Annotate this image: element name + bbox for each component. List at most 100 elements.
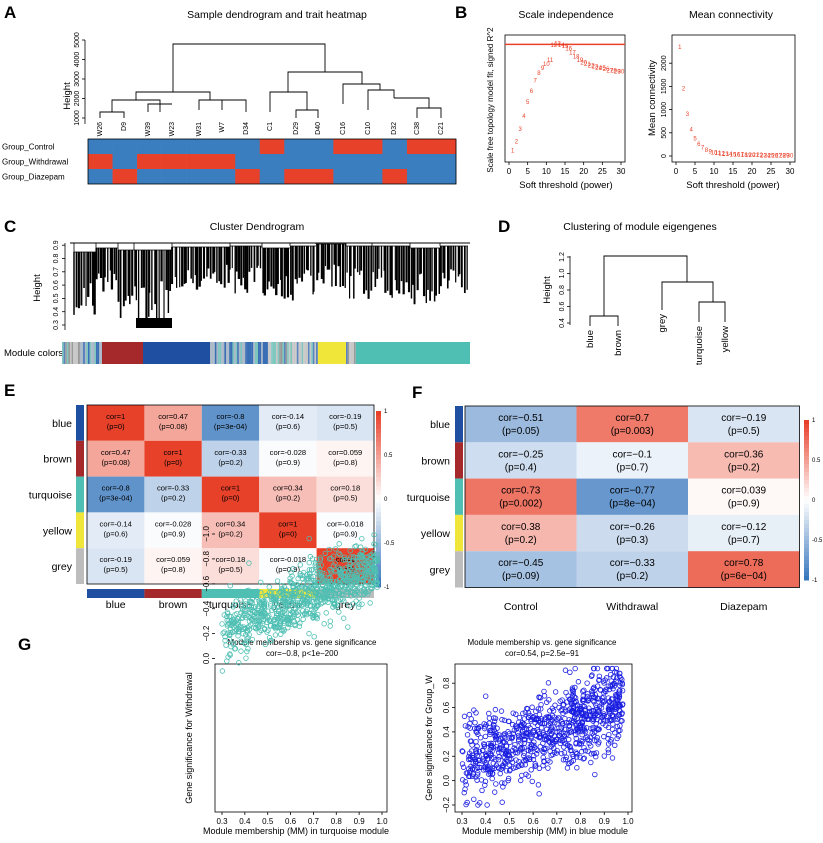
g-right-point bbox=[503, 768, 510, 774]
g-left-point bbox=[261, 625, 268, 632]
g-left-point bbox=[271, 596, 277, 602]
f-cell-cor: cor=−0.45 bbox=[498, 558, 543, 569]
g-right-point bbox=[605, 747, 611, 753]
f-row-label: blue bbox=[430, 419, 450, 431]
c-color-stripe bbox=[268, 342, 270, 364]
g-right-point bbox=[577, 722, 583, 728]
g-left-point bbox=[279, 597, 286, 603]
b-left-point: 29 bbox=[614, 70, 621, 76]
panel-c-yticks: 0.3 0.4 0.5 0.6 0.7 0.8 0.9 bbox=[53, 240, 65, 330]
e-scale-step bbox=[376, 411, 381, 416]
panel-a-trait-labels: Group_Control Group_Withdrawal Group_Diaze… bbox=[2, 143, 68, 182]
c-color-stripe bbox=[218, 342, 220, 364]
g-left-point bbox=[293, 590, 300, 596]
e-cell-cor: cor=0.47 bbox=[158, 412, 188, 421]
g-right-point bbox=[513, 757, 519, 763]
b-left-point: 8 bbox=[537, 71, 541, 77]
g-left-point bbox=[237, 597, 244, 603]
e-row-color bbox=[76, 476, 84, 513]
g-right-point bbox=[469, 773, 476, 780]
f-scale-step bbox=[804, 472, 809, 477]
panel-c-dendrogram bbox=[70, 242, 470, 328]
b-right-point: 4 bbox=[690, 128, 694, 134]
panel-g-left-subtitle: cor=−0.8, p<1e−200 bbox=[266, 649, 339, 658]
f-scale-step bbox=[804, 460, 809, 465]
f-cell-cor: cor=−0.1 bbox=[613, 449, 653, 460]
trait-cell bbox=[112, 139, 138, 154]
c-color-stripe bbox=[314, 342, 317, 364]
e-cell-p: (p=0.2) bbox=[161, 494, 186, 503]
g-right-point bbox=[583, 725, 590, 731]
e-cell-cor: cor=0.059 bbox=[328, 448, 362, 457]
g-right-point bbox=[599, 698, 606, 704]
panel-b-left-frame bbox=[504, 34, 626, 163]
g-right-point bbox=[581, 744, 587, 751]
e-scale-step bbox=[376, 419, 381, 425]
g-right-point bbox=[617, 680, 623, 686]
b-right-point: 11 bbox=[715, 151, 722, 157]
g-left-point bbox=[330, 563, 337, 569]
e-scale-step bbox=[376, 437, 381, 443]
g-right-point bbox=[510, 751, 516, 757]
g-left-point bbox=[340, 615, 347, 621]
g-right-point bbox=[570, 708, 576, 714]
f-scale-step bbox=[804, 540, 809, 545]
g-ytick-label: 0.4 bbox=[442, 726, 451, 738]
g-left-point bbox=[337, 551, 343, 558]
a-ytick-label: 5000 bbox=[74, 32, 81, 48]
g-right-point bbox=[493, 762, 500, 768]
trait-cell bbox=[333, 139, 359, 154]
f-cell bbox=[688, 514, 800, 552]
g-left-point bbox=[327, 574, 333, 581]
g-left-point bbox=[236, 624, 243, 630]
trait-cell bbox=[406, 169, 432, 184]
g-right-point bbox=[596, 673, 603, 680]
g-ytick-label: 0.6 bbox=[442, 701, 451, 713]
g-xtick-label: 0.9 bbox=[354, 817, 366, 826]
c-color-stripe bbox=[279, 342, 281, 364]
g-right-point bbox=[516, 719, 522, 725]
g-right-point bbox=[615, 733, 622, 739]
e-cell-cor: cor=-0.8 bbox=[216, 412, 244, 421]
f-cell bbox=[465, 478, 577, 515]
g-right-point bbox=[558, 707, 564, 714]
g-left-point bbox=[248, 607, 254, 613]
g-right-point bbox=[584, 693, 590, 700]
g-right-point bbox=[459, 748, 465, 754]
g-right-point bbox=[544, 736, 550, 742]
g-right-point bbox=[483, 751, 489, 757]
b-right-point: 9 bbox=[709, 149, 713, 155]
g-right-point bbox=[587, 734, 594, 740]
f-cell-cor: cor=0.73 bbox=[501, 486, 541, 497]
e-cell bbox=[87, 440, 145, 477]
e-cell bbox=[201, 476, 260, 513]
c-color-stripe bbox=[312, 342, 315, 364]
f-cell-p: (p=0.7) bbox=[728, 535, 760, 546]
panel-b-left-title: Scale independence bbox=[518, 9, 613, 21]
g-right-point bbox=[532, 763, 538, 769]
panel-g-right-title: Module membership vs. gene significance bbox=[468, 638, 618, 647]
g-right-point bbox=[517, 777, 524, 784]
g-right-point bbox=[577, 707, 583, 714]
panel-d-leaf-labels: blue brown grey turquoise yellow bbox=[585, 314, 731, 365]
f-cell-p: (p=0.2) bbox=[728, 462, 760, 473]
e-scale-step bbox=[376, 547, 381, 553]
g-right-point bbox=[537, 735, 544, 741]
g-right-point bbox=[473, 710, 479, 716]
g-right-point bbox=[474, 777, 480, 783]
g-right-point bbox=[570, 688, 576, 694]
g-left-point bbox=[321, 621, 327, 627]
g-right-point bbox=[588, 673, 595, 679]
g-right-point bbox=[532, 761, 538, 767]
c-color-stripe bbox=[264, 342, 267, 364]
g-left-point bbox=[367, 585, 374, 591]
g-left-point bbox=[311, 633, 317, 640]
g-right-point bbox=[474, 743, 480, 749]
b-left-xtick-label: 25 bbox=[598, 167, 607, 176]
g-right-point bbox=[606, 731, 612, 738]
panel-e-label: E bbox=[4, 381, 15, 400]
c-color-stripe bbox=[258, 342, 260, 364]
g-right-point bbox=[461, 713, 468, 720]
c-color-stripe bbox=[261, 342, 263, 364]
e-cell-p: (p=0.9) bbox=[333, 529, 358, 538]
